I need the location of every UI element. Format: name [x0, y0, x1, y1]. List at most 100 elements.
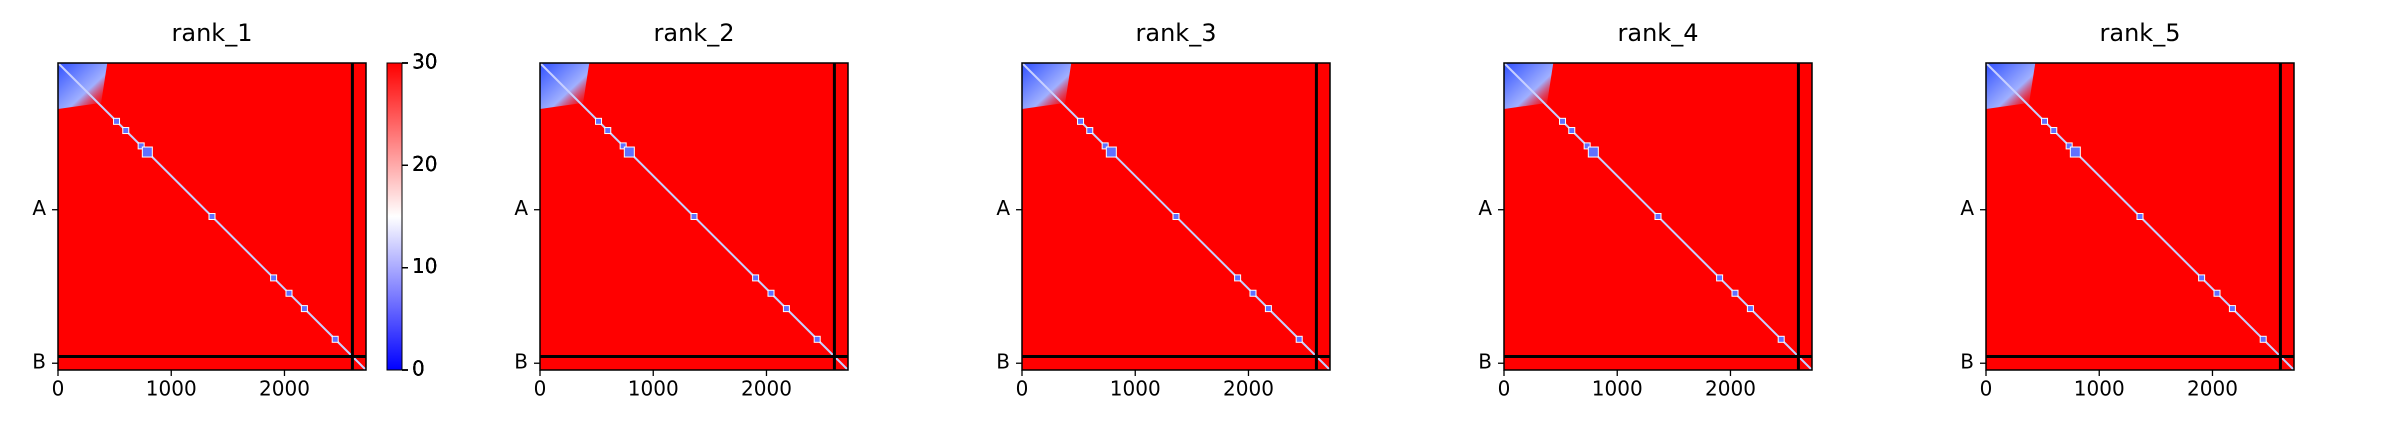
colorbar-tick-label: 10: [412, 254, 437, 278]
heatmap-texture: [767, 289, 775, 297]
heatmap-texture: [1587, 146, 1599, 158]
y-tick-label: B: [32, 350, 46, 374]
heatmap-texture: [619, 142, 627, 150]
y-tick-label: B: [514, 350, 528, 374]
y-tick-label: B: [1478, 350, 1492, 374]
heatmap-texture: [813, 335, 821, 343]
heatmap-texture: [2069, 146, 2081, 158]
colorbar: [386, 62, 403, 371]
heatmap-texture: [2065, 142, 2073, 150]
x-tick-label: 2000: [1223, 377, 1274, 401]
x-tick-label: 0: [534, 377, 547, 401]
heatmap-texture: [285, 289, 293, 297]
colorbar-tick-label: 10: [412, 254, 437, 278]
colorbar-tick-label: 20: [412, 152, 437, 176]
x-tick-label: 2000: [259, 377, 310, 401]
colorbar-tick-label: 30: [412, 50, 437, 74]
heatmap-texture: [141, 146, 153, 158]
heatmap-texture: [137, 142, 145, 150]
heatmap-texture: [1654, 213, 1662, 220]
heatmap-texture: [1172, 213, 1180, 220]
panel-title: rank_2: [654, 19, 735, 47]
heatmap-texture: [690, 213, 698, 220]
heatmap-texture: [1295, 335, 1303, 343]
colorbar-tick-label: 20: [412, 152, 437, 176]
heatmap-texture: [2198, 274, 2206, 282]
x-tick-label: 0: [1980, 377, 1993, 401]
heatmap-texture: [1731, 289, 1739, 297]
heatmap-texture: [2228, 305, 2236, 313]
colorbar-tick-label: 20: [412, 152, 437, 176]
x-tick-label: 0: [52, 377, 65, 401]
colorbar-tick-label: 0: [412, 357, 425, 381]
colorbar-tick-label: 30: [412, 50, 437, 74]
heatmap-texture: [113, 117, 121, 125]
heatmap-texture: [1559, 117, 1567, 125]
heatmap-texture: [1568, 127, 1576, 135]
x-tick-label: 1000: [1592, 377, 1643, 401]
x-tick-label: 1000: [628, 377, 679, 401]
x-tick-label: 2000: [741, 377, 792, 401]
colorbar-tick-label: 30: [412, 50, 437, 74]
heatmap-texture: [1086, 127, 1094, 135]
x-tick-label: 1000: [1110, 377, 1161, 401]
x-tick-label: 1000: [2074, 377, 2125, 401]
panel-title: rank_4: [1618, 19, 1699, 47]
heatmap-texture: [1746, 305, 1754, 313]
x-tick-label: 2000: [1705, 377, 1756, 401]
heatmap-texture: [1101, 142, 1109, 150]
heatmap-texture: [2136, 213, 2144, 220]
y-tick-label: A: [32, 196, 46, 220]
colorbar-tick-label: 0: [412, 357, 425, 381]
heatmap-texture: [270, 274, 278, 282]
heatmap-texture: [208, 213, 216, 220]
heatmap-texture: [1264, 305, 1272, 313]
plot-frame: [1021, 62, 1331, 371]
panel-title: rank_5: [2100, 19, 2181, 47]
heatmap-texture: [1234, 274, 1242, 282]
y-tick-label: A: [1478, 196, 1492, 220]
y-tick-label: A: [996, 196, 1010, 220]
heatmap-texture: [752, 274, 760, 282]
heatmap-texture: [2213, 289, 2221, 297]
y-tick-label: A: [514, 196, 528, 220]
heatmap-texture: [2041, 117, 2049, 125]
plot-frame: [57, 62, 367, 371]
x-tick-label: 0: [1498, 377, 1511, 401]
y-tick-label: B: [1960, 350, 1974, 374]
heatmap-texture: [1105, 146, 1117, 158]
colorbar-tick-label: 10: [412, 254, 437, 278]
colorbar-tick-label: 10: [412, 254, 437, 278]
y-tick-label: A: [1960, 196, 1974, 220]
heatmap-texture: [1249, 289, 1257, 297]
heatmap-texture: [1777, 335, 1785, 343]
x-tick-label: 2000: [2187, 377, 2238, 401]
x-tick-label: 0: [1016, 377, 1029, 401]
colorbar-tick-label: 20: [412, 152, 437, 176]
colorbar-tick-label: 30: [412, 50, 437, 74]
colorbar-tick-label: 0: [412, 357, 425, 381]
plot-frame: [1985, 62, 2295, 371]
panel-title: rank_1: [172, 19, 253, 47]
heatmap-texture: [1583, 142, 1591, 150]
heatmap-texture: [300, 305, 308, 313]
heatmap-texture: [2259, 335, 2267, 343]
heatmap-texture: [2050, 127, 2058, 135]
panel-title: rank_3: [1136, 19, 1217, 47]
colorbar-tick-label: 20: [412, 152, 437, 176]
heatmap-texture: [331, 335, 339, 343]
colorbar-tick-label: 30: [412, 50, 437, 74]
plot-frame: [1503, 62, 1813, 371]
heatmap-texture: [122, 127, 130, 135]
colorbar-tick-label: 0: [412, 357, 425, 381]
colorbar-tick-label: 0: [412, 357, 425, 381]
heatmap-texture: [604, 127, 612, 135]
heatmap-texture: [782, 305, 790, 313]
heatmap-texture: [1077, 117, 1085, 125]
heatmap-texture: [623, 146, 635, 158]
colorbar-tick-label: 10: [412, 254, 437, 278]
y-tick-label: B: [996, 350, 1010, 374]
plot-frame: [539, 62, 849, 371]
x-tick-label: 1000: [146, 377, 197, 401]
